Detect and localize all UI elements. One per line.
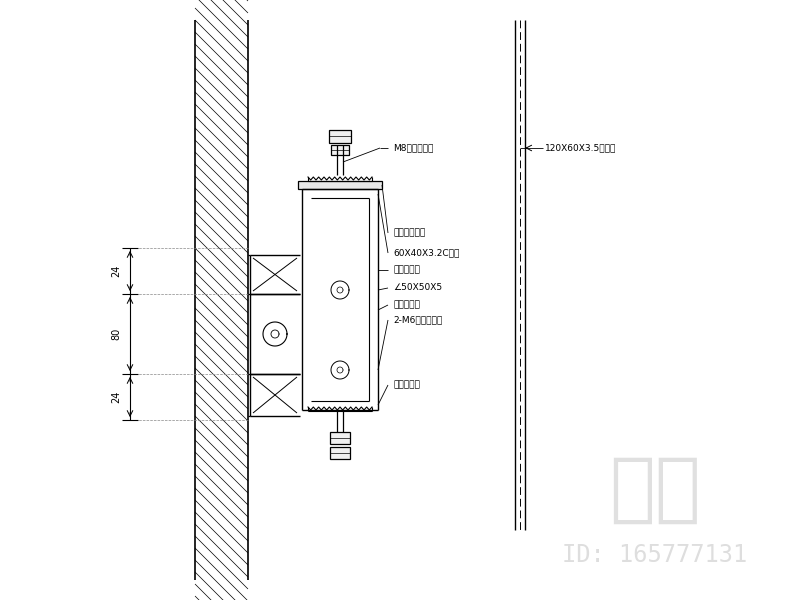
Bar xyxy=(329,130,351,143)
Text: 硬橡胶垫块: 硬橡胶垫块 xyxy=(393,301,420,310)
Bar xyxy=(298,181,382,189)
Text: 120X60X3.5钢管管: 120X60X3.5钢管管 xyxy=(545,143,616,152)
Bar xyxy=(331,145,349,155)
Bar xyxy=(330,447,350,459)
Text: ∠50X50X5: ∠50X50X5 xyxy=(393,283,442,292)
Text: 60X40X3.2C型钢: 60X40X3.2C型钢 xyxy=(393,248,459,257)
Text: M8不锈钢螺栓: M8不锈钢螺栓 xyxy=(393,143,434,152)
Text: ID: 165777131: ID: 165777131 xyxy=(562,543,748,567)
Bar xyxy=(330,432,350,444)
Text: 24: 24 xyxy=(111,391,121,403)
Text: 知末: 知末 xyxy=(609,453,701,527)
Text: 80: 80 xyxy=(111,328,121,340)
Text: 铝合金固定座: 铝合金固定座 xyxy=(393,229,426,238)
Text: 24: 24 xyxy=(111,265,121,277)
Text: 硬橡胶垫块: 硬橡胶垫块 xyxy=(393,265,420,275)
Text: 2-M6不锈钢螺栓: 2-M6不锈钢螺栓 xyxy=(393,316,442,325)
Text: 绝缘隔离层: 绝缘隔离层 xyxy=(393,380,420,389)
